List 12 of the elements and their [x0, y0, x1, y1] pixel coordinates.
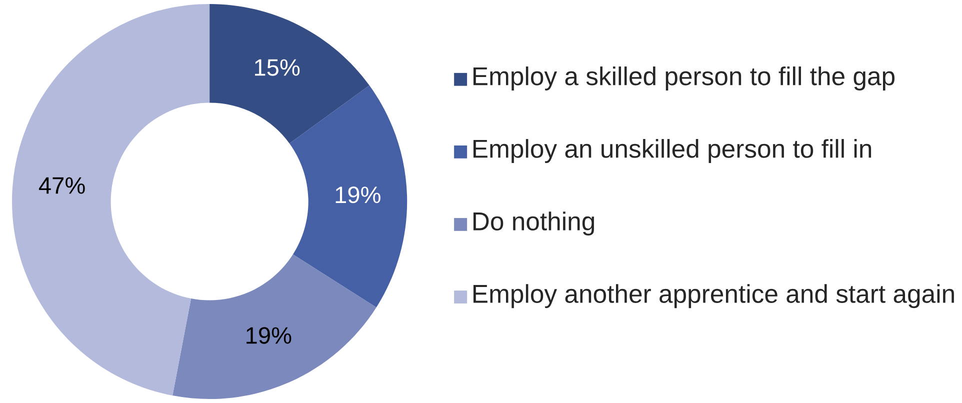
data-label: 47%: [38, 177, 85, 194]
donut-slice: [210, 4, 370, 144]
legend-label: Employ an unskilled person to fill in: [473, 139, 872, 163]
donut-slice: [12, 4, 210, 396]
donut-slice: [289, 85, 408, 308]
data-label: 19%: [246, 327, 292, 344]
legend-label: Employ a skilled person to fill the gap: [473, 66, 894, 90]
data-label: 15%: [254, 59, 300, 76]
data-label: 19%: [336, 186, 380, 204]
legend-label: Do nothing: [473, 212, 594, 236]
legend-label: Employ another apprentice and start again: [473, 284, 954, 308]
donut-slice: [172, 254, 376, 400]
